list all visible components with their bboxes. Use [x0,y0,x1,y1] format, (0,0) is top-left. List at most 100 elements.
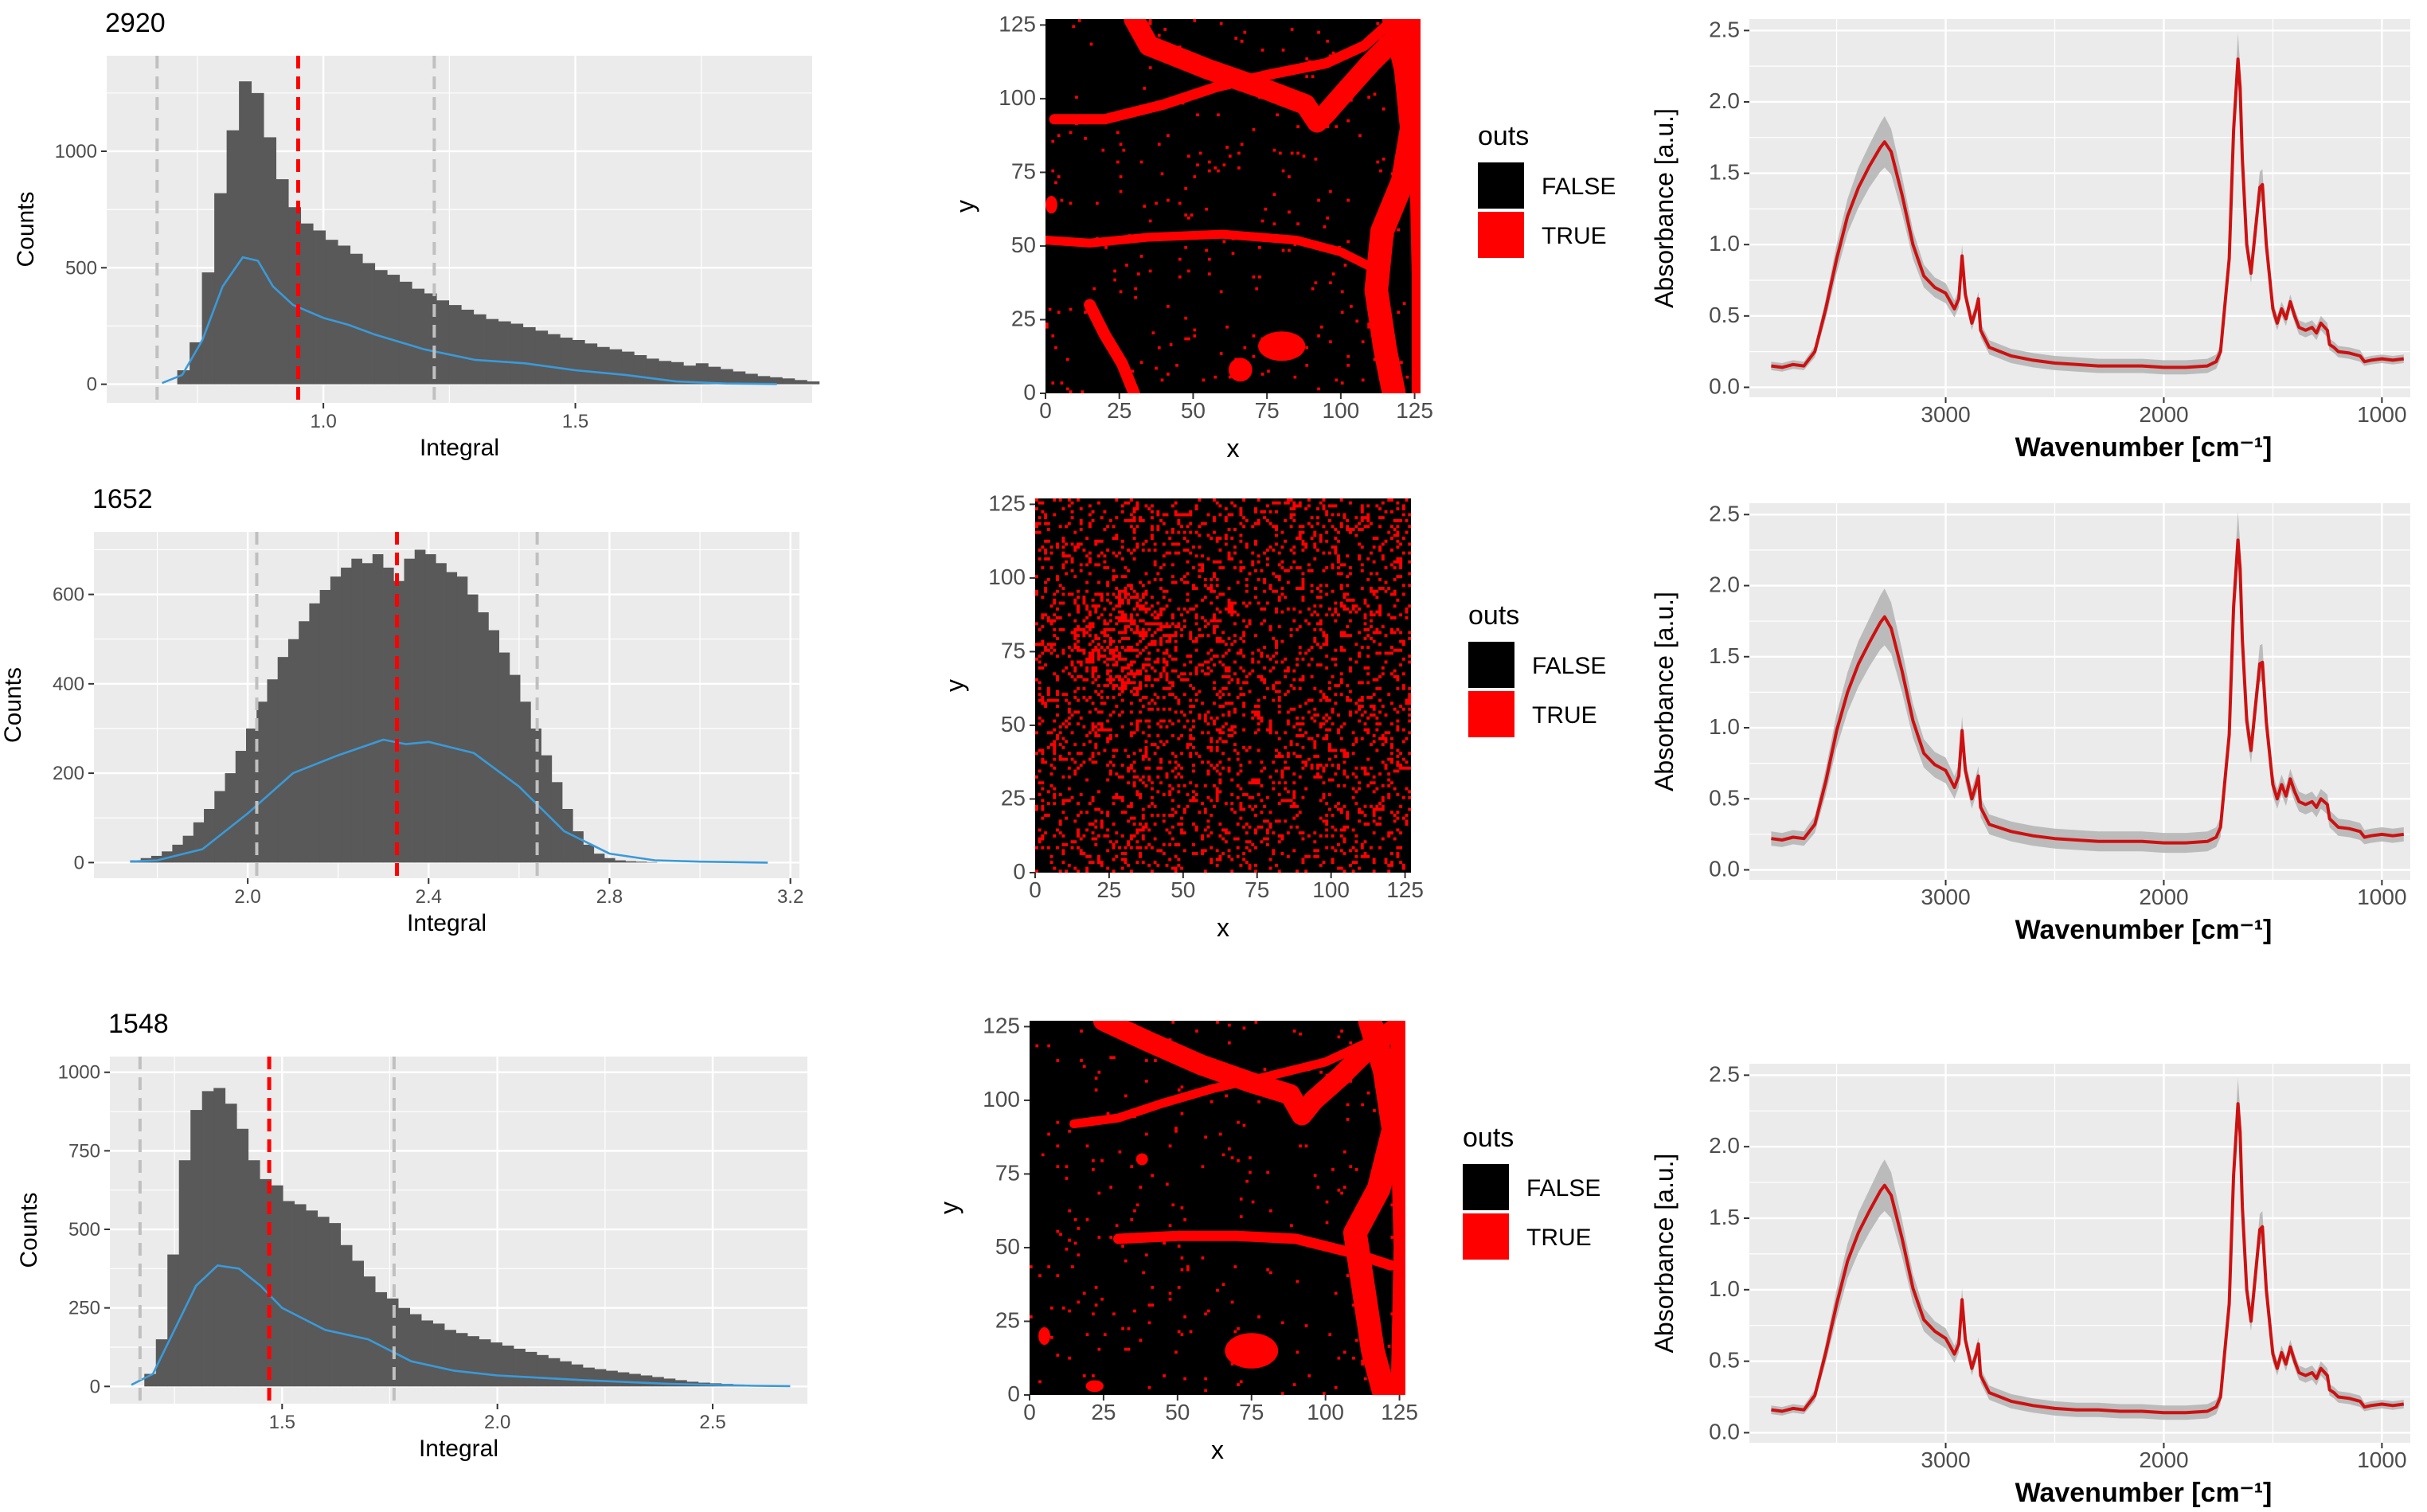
outlier-pixel [1075,122,1078,126]
outlier-pixel [1118,678,1121,682]
outlier-pixel [1242,516,1246,520]
outlier-pixel [1387,693,1391,697]
outlier-pixel [1056,713,1059,717]
outlier-pixel [1401,584,1405,588]
outlier-pixel [1159,643,1163,647]
outlier-pixel [1135,719,1139,723]
outlier-pixel [1337,728,1341,732]
outlier-pixel [1100,819,1104,823]
outlier-pixel [1106,778,1110,782]
outlier-pixel [1165,651,1169,655]
outlier-pixel [1378,802,1382,806]
outlier-pixel [1286,498,1290,502]
outlier-pixel [1127,678,1131,682]
histogram-bar [246,728,257,863]
outlier-pixel [1221,852,1225,856]
outlier-pixel [1088,557,1092,561]
outlier-pixel [1101,148,1105,152]
outlier-pixel [1378,772,1382,776]
outlier-pixel [1280,1321,1284,1325]
outlier-pixel [1198,716,1202,720]
outlier-pixel [1212,663,1216,667]
outlier-pixel [1268,587,1272,590]
outlier-pixel [1097,854,1100,858]
outlier-pixel [1210,584,1214,588]
outlier-pixel [1255,287,1259,291]
outlier-pixel [1251,716,1255,720]
outlier-pixel [1227,604,1231,608]
outlier-pixel [1227,757,1231,761]
outlier-pixel [1363,525,1367,529]
outlier-pixel [1346,584,1350,588]
outlier-pixel [1319,775,1323,779]
outlier-pixel [1144,695,1148,699]
outlier-pixel [1061,592,1065,596]
outlier-pixel [1239,651,1243,655]
outlier-pixel [1144,572,1148,576]
outlier-pixel [1178,257,1182,261]
outlier-pixel [1206,710,1210,714]
outlier-pixel [1405,787,1409,791]
outlier-pixel [1085,589,1089,593]
outlier-pixel [1067,787,1071,791]
histogram-bar [190,1110,203,1387]
outlier-pixel [1168,1144,1172,1148]
outlier-pixel [1135,625,1139,629]
outlier-pixel [1260,825,1264,829]
outlier-pixel [1194,616,1198,619]
outlier-pixel [1182,811,1186,815]
outlier-pixel [1298,610,1302,614]
outlier-pixel [1153,542,1157,546]
outlier-pixel [1153,560,1157,564]
histogram-bar [399,281,412,385]
outlier-pixel [1191,852,1195,856]
outlier-pixel [1239,539,1243,543]
outlier-pixel [1171,769,1174,773]
outlier-pixel [1054,181,1057,185]
outlier-pixel [1159,757,1163,761]
outlier-pixel [1162,522,1166,525]
outlier-pixel [1186,580,1190,584]
outlier-pixel [1094,842,1098,846]
outlier-pixel [1314,281,1318,285]
outlier-pixel [1139,795,1142,799]
outlier-pixel [1153,610,1157,614]
histogram-bar [548,1358,561,1387]
outlier-pixel [1153,660,1157,664]
outlier-pixel [1286,719,1290,723]
outlier-pixel [1210,748,1214,752]
outlier-pixel [1289,525,1293,529]
outlier-pixel [1079,568,1083,572]
outlier-pixel [1342,1350,1346,1354]
outlier-pixel [1171,1047,1175,1051]
outlier-pixel [1139,686,1142,690]
outlier-pixel [1193,175,1197,178]
outlier-pixels [1030,1021,1405,1395]
histogram-bar [769,377,783,385]
outlier-pixel [1038,501,1042,505]
outlier-pixel [1144,783,1148,787]
outlier-pixel [1053,834,1057,838]
outlier-pixel [1352,1303,1355,1307]
outlier-pixel [1372,545,1376,549]
histogram-bar [695,363,709,385]
histogram-bar [646,861,658,863]
outlier-pixel [1038,654,1042,658]
outlier-pixel [1224,675,1228,678]
outlier-pixel [1331,245,1335,249]
outlier-pixel [1156,775,1160,779]
outlier-pixel [1298,501,1302,505]
outlier-pixel [1091,728,1095,732]
outlier-pixel [1277,754,1281,758]
outlier-pixel [1201,1165,1205,1169]
outlier-pixel [1174,1129,1178,1133]
outlier-pixel [1292,678,1296,682]
outlier-pixel [1337,783,1341,787]
outlier-pixel [1144,748,1148,752]
histogram-bar [604,858,616,863]
outlier-pixel [1112,842,1116,846]
outlier-pixel [1258,96,1261,99]
outlier-pixel [1298,533,1302,537]
outlier-pixel [1393,566,1397,570]
outlier-pixel [1171,542,1174,546]
